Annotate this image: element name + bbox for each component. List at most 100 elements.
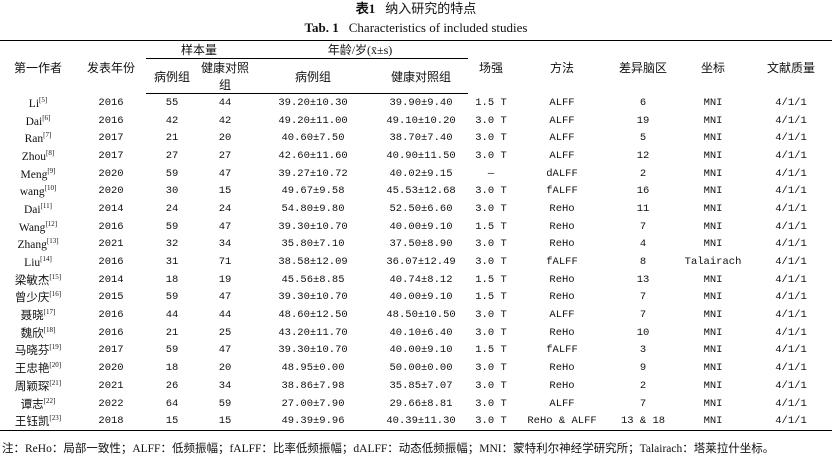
table-cell: 39.30±10.70 [278, 344, 348, 357]
table-row: 王忠艳[20] 2020 18 20 48.95±0.00 50.00±0.00 3.0 T… [0, 359, 832, 377]
author-cell: Zhou[8] [0, 147, 76, 165]
table-cell: MNI [703, 362, 723, 375]
author-cell: 周颖琛[21] [0, 377, 76, 395]
table-cell: 2014 [98, 202, 124, 215]
table-cell: MNI [703, 326, 723, 339]
author-cell: 聂晓[17] [0, 306, 76, 324]
table-cell: 35.85±7.07 [389, 379, 453, 392]
table-cell: MNI [703, 273, 723, 286]
table-cell: 4/1/1 [775, 96, 807, 109]
table-cell: 3.0 T [475, 185, 507, 198]
table-cell: 2016 [98, 256, 124, 269]
author-cell: Dai[6] [0, 112, 76, 130]
table-cell: 4/1/1 [775, 132, 807, 145]
table-cell: MNI [703, 379, 723, 392]
table-row: Dai[11] 2014 24 24 54.80±9.80 52.50±6.60 3.0 T… [0, 200, 832, 218]
table-cell: ReHo [549, 202, 575, 215]
table-cell: 16 [636, 185, 650, 198]
table-cell: 44 [218, 96, 232, 109]
reference: [14] [40, 255, 52, 264]
table-cell: 7 [639, 397, 647, 410]
table-cell: 48.95±0.00 [281, 362, 345, 375]
table-cell: 2020 [98, 185, 124, 198]
table-cell: 59 [165, 291, 179, 304]
author-name: 魏欣 [20, 327, 44, 340]
table-cell: 11 [636, 202, 650, 215]
table-cell: 55 [165, 96, 179, 109]
table-cell: 38.58±12.09 [278, 256, 348, 269]
author-cell: Wang[12] [0, 218, 76, 236]
table-cell: ReHo [549, 362, 575, 375]
table-cell: 2020 [98, 167, 124, 180]
author-cell: 王忠艳[20] [0, 359, 76, 377]
table-cell: 2014 [98, 273, 124, 286]
author-name: Zhou [21, 150, 47, 163]
table-cell: MNI [676, 412, 751, 432]
table-cell: ReHo [549, 273, 575, 286]
table-cell: 35.80±7.10 [281, 238, 345, 251]
table-cell: 29.66±8.81 [389, 397, 453, 410]
table-cell: 25 [218, 326, 232, 339]
table-row: Meng[9] 2020 59 47 39.27±10.72 40.02±9.15 — dAL… [0, 165, 832, 183]
table-cell: 59 [218, 397, 232, 410]
reference: [23] [49, 414, 62, 423]
table-cell: ReHo [549, 379, 575, 392]
author-name: 梁敏杰 [14, 274, 50, 287]
table-cell: 31 [165, 256, 179, 269]
table-cell: 21 [165, 132, 179, 145]
table-cell: MNI [703, 96, 723, 109]
table-cell: ReHo [549, 291, 575, 304]
table-row: 梁敏杰[15] 2014 18 19 45.56±8.85 40.74±8.12 1.5 T… [0, 271, 832, 289]
table-cell: 2016 [98, 96, 124, 109]
table-cell: 40.74±8.12 [389, 273, 453, 286]
table-cell: 40.00±9.10 [389, 344, 453, 357]
table-cell: 7 [639, 309, 647, 322]
table-cell: 3.0 T [475, 379, 507, 392]
header-cell: 病例组 [146, 58, 198, 94]
author-cell: Liu[14] [0, 253, 76, 271]
table-cell: 2017 [98, 344, 124, 357]
table-cell: 47 [218, 291, 232, 304]
table-cell: 4/1/1 [775, 379, 807, 392]
table-cell: 34 [218, 379, 232, 392]
author-cell: 魏欣[18] [0, 324, 76, 342]
table-cell: 45.56±8.85 [281, 273, 345, 286]
table-cell: 2021 [98, 379, 124, 392]
table-cell: 7 [639, 220, 647, 233]
table-cell: 13 [636, 273, 650, 286]
header-cell: 第一作者 [0, 40, 76, 94]
table-cell: 4/1/1 [775, 202, 807, 215]
author-cell: 曾少庆[16] [0, 289, 76, 307]
table-cell: 2022 [98, 397, 124, 410]
table-row: Li[5] 2016 55 44 39.20±10.30 39.90±9.40 1.5 T A… [0, 94, 832, 112]
table-cell: 43.20±11.70 [278, 326, 348, 339]
header-cell: 差异脑区 [610, 40, 677, 94]
table-cell: ALFF [549, 96, 575, 109]
table-cell: 4/1/1 [775, 273, 807, 286]
table-cell: 71 [218, 256, 232, 269]
table-cell: 47 [218, 344, 232, 357]
author-name: 曾少庆 [14, 292, 50, 305]
reference: [15] [49, 272, 62, 281]
table-cell: MNI [703, 344, 723, 357]
table-cell: 1.5 T [475, 291, 507, 304]
table-cell: 54.80±9.80 [281, 202, 345, 215]
table-cell: 30 [165, 185, 179, 198]
table-cell: 39.20±10.30 [278, 96, 348, 109]
reference: [18] [43, 325, 56, 334]
table-row: Ran[7] 2017 21 20 40.60±7.50 38.70±7.40 3.0 T A… [0, 129, 832, 147]
table-cell: Talairach [684, 256, 742, 269]
table-cell: 59 [165, 344, 179, 357]
table-cell: 6 [639, 96, 647, 109]
table-cell: 37.50±8.90 [389, 238, 453, 251]
header-cell: 病例组 [252, 58, 375, 94]
reference: [5] [39, 95, 48, 104]
table-cell: 38.86±7.98 [281, 379, 345, 392]
table-row: 马晓芬[19] 2017 59 47 39.30±10.70 40.00±9.10 1.5 … [0, 342, 832, 360]
author-cell: 马晓芬[19] [0, 342, 76, 360]
title-en: Tab. 1 Characteristics of included studie… [0, 18, 832, 38]
reference: [11] [40, 202, 52, 211]
author-name: Meng [20, 168, 48, 181]
table-cell: 3.0 T [475, 309, 507, 322]
table-cell: 48.60±12.50 [278, 309, 348, 322]
